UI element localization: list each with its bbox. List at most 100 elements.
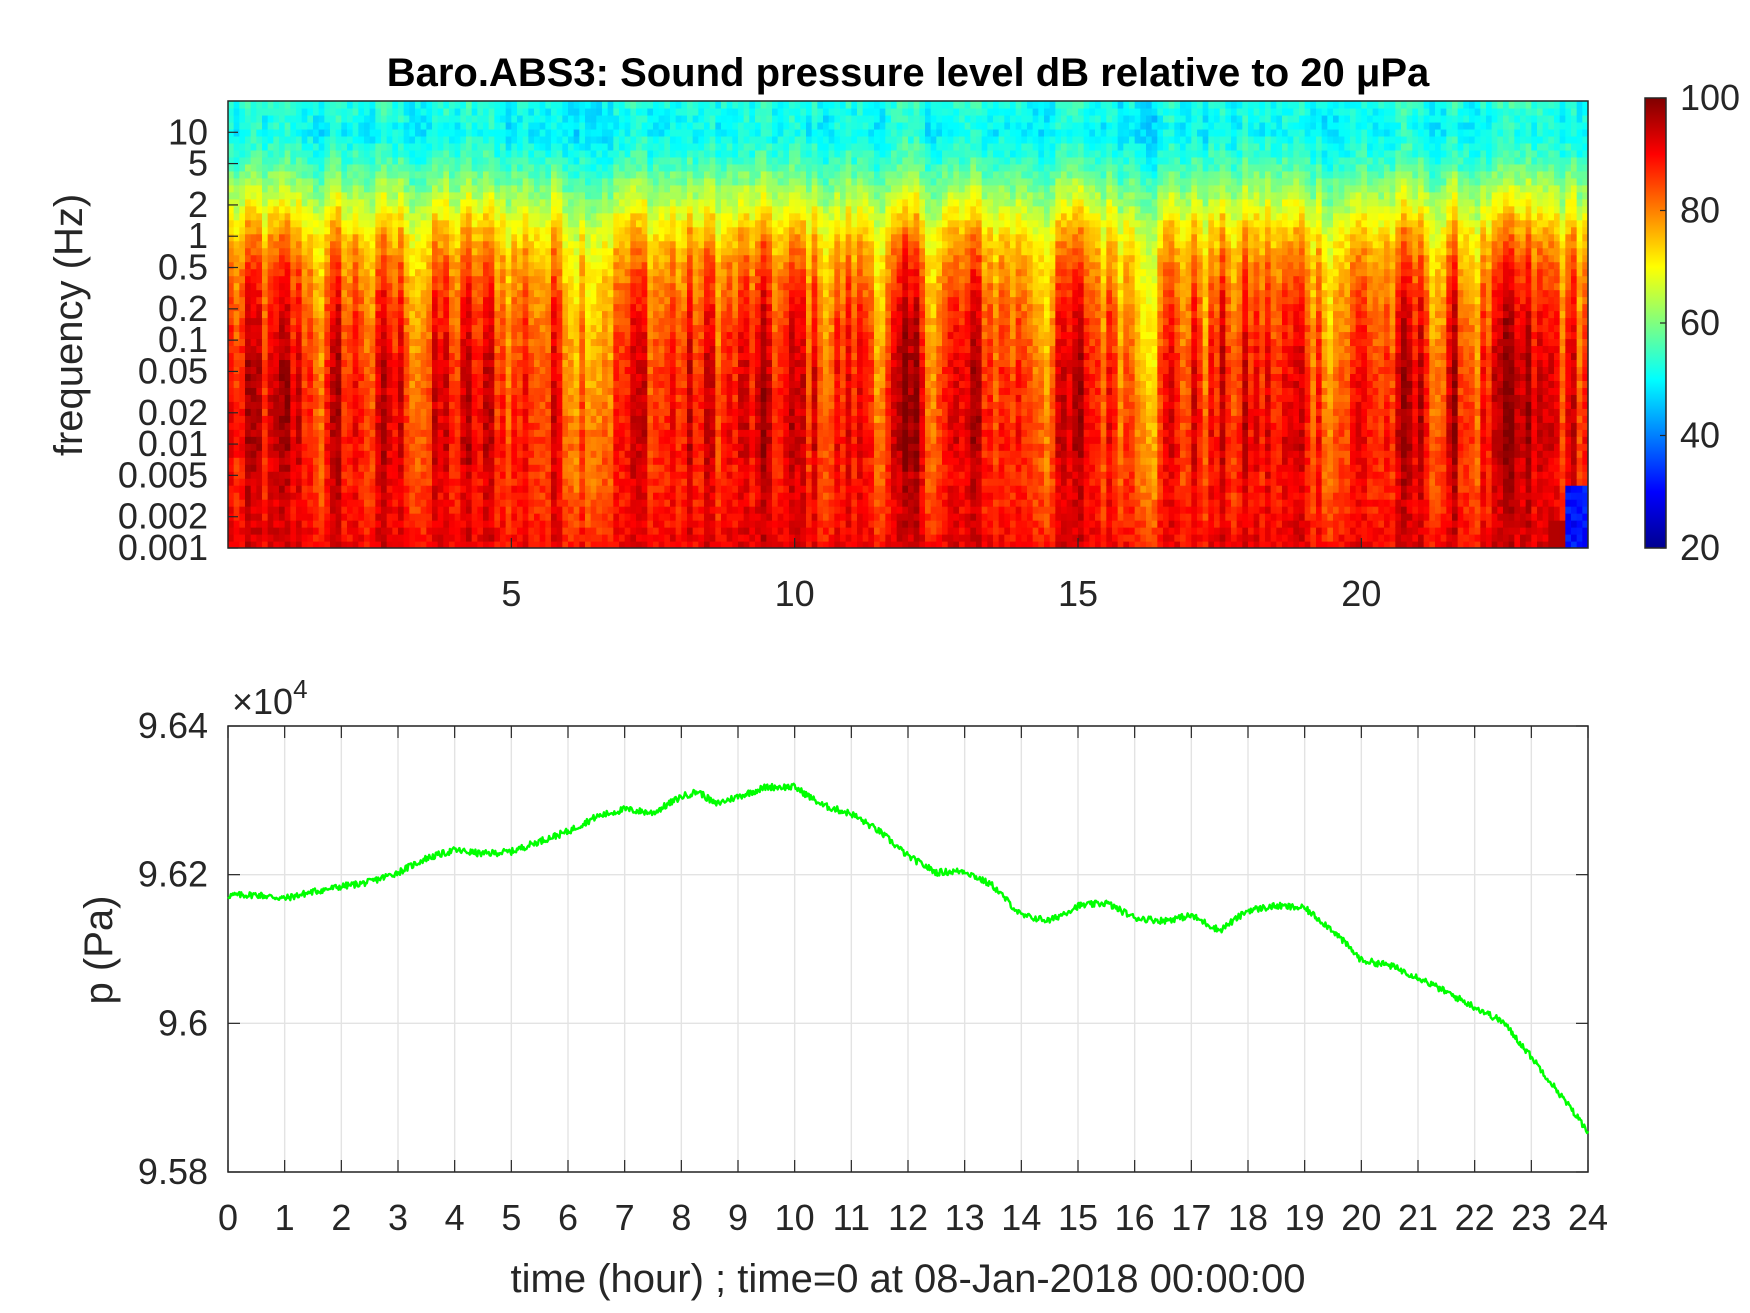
spectrogram-cell	[398, 121, 405, 130]
spectrogram-cell	[239, 520, 246, 528]
spectrogram-cell	[641, 268, 648, 277]
spectrogram-cell	[262, 240, 269, 249]
spectrogram-cell	[420, 205, 427, 214]
spectrogram-cell	[245, 142, 252, 151]
spectrogram-cell	[239, 415, 246, 423]
spectrogram-cell	[375, 527, 382, 535]
spectrogram-cell	[318, 415, 325, 423]
spectrogram-cell	[500, 212, 507, 221]
spectrogram-cell	[358, 247, 365, 256]
spectrogram-cell	[636, 352, 643, 361]
spectrogram-cell	[551, 380, 558, 388]
spectrogram-cell	[330, 226, 337, 235]
spectrogram-cell	[551, 527, 558, 535]
spectrogram-cell	[562, 317, 569, 326]
spectrogram-cell	[573, 310, 580, 319]
spectrogram-cell	[477, 303, 484, 312]
spectrogram-cell	[477, 492, 484, 500]
spectrogram-cell	[545, 121, 552, 130]
spectrogram-cell	[607, 226, 614, 235]
spectrogram-cell	[364, 520, 371, 528]
spectrogram-cell	[228, 303, 235, 312]
spectrogram-cell	[670, 527, 677, 535]
spectrogram-cell	[273, 513, 280, 521]
spectrogram-cell	[607, 457, 614, 465]
spectrogram-cell	[347, 163, 354, 172]
spectrogram-cell	[284, 296, 291, 305]
spectrogram-cell	[613, 394, 620, 402]
spectrogram-cell	[466, 114, 473, 123]
spectrogram-cell	[471, 415, 478, 423]
spectrogram-cell	[279, 450, 286, 458]
spectrogram-cell	[330, 233, 337, 242]
spectrogram-cell	[307, 240, 314, 249]
spectrogram-cell	[290, 275, 297, 284]
spectrogram-cell	[585, 443, 592, 451]
spectrogram-cell	[330, 478, 337, 486]
spectrogram-cell	[335, 492, 342, 500]
spectrogram-cell	[500, 429, 507, 437]
spectrogram-cell	[426, 429, 433, 437]
spectrogram-cell	[301, 422, 308, 430]
spectrogram-cell	[307, 261, 314, 270]
spectrogram-cell	[352, 513, 359, 521]
spectrogram-cell	[296, 408, 303, 416]
spectrogram-cell	[262, 282, 269, 291]
spectrogram-cell	[607, 401, 614, 409]
spectrogram-cell	[386, 373, 393, 381]
spectrogram-cell	[443, 163, 450, 172]
spectrogram-cell	[653, 254, 660, 263]
spectrogram-cell	[471, 499, 478, 507]
spectrogram-cell	[398, 387, 405, 395]
spectrogram-cell	[664, 492, 671, 500]
spectrogram-cell	[500, 506, 507, 514]
spectrogram-cell	[545, 338, 552, 347]
spectrogram-cell	[630, 401, 637, 409]
spectrogram-cell	[494, 366, 501, 374]
spectrogram-cell	[494, 191, 501, 200]
spectrogram-cell	[267, 471, 274, 479]
spectrogram-cell	[443, 352, 450, 361]
spectrogram-cell	[517, 121, 524, 130]
spectrogram-cell	[562, 429, 569, 437]
spectrogram-cell	[562, 373, 569, 381]
spectrogram-cell	[364, 128, 371, 137]
spectrogram-cell	[301, 184, 308, 193]
spectrogram-cell	[641, 114, 648, 123]
spectrogram-cell	[517, 443, 524, 451]
spectrogram-cell	[341, 415, 348, 423]
spectrogram-cell	[386, 324, 393, 333]
spectrogram-cell	[539, 128, 546, 137]
spectrogram-cell	[607, 121, 614, 130]
spectrogram-cell	[369, 520, 376, 528]
spectrogram-cell	[369, 212, 376, 221]
spectrogram-cell	[511, 352, 518, 361]
spectrogram-cell	[256, 436, 263, 444]
spectrogram-cell	[273, 394, 280, 402]
spectrogram-cell	[505, 534, 512, 542]
spectrogram-cell	[562, 135, 569, 144]
spectrogram-cell	[347, 114, 354, 123]
spectrogram-cell	[664, 317, 671, 326]
spectrogram-cell	[392, 324, 399, 333]
spectrogram-cell	[585, 156, 592, 165]
spectrogram-cell	[488, 177, 495, 186]
spectrogram-cell	[415, 471, 422, 479]
spectrogram-cell	[318, 268, 325, 277]
spectrogram-cell	[488, 101, 495, 109]
spectrogram-cell	[579, 436, 586, 444]
spectrogram-cell	[233, 408, 240, 416]
spectrogram-cell	[364, 101, 371, 109]
spectrogram-cell	[488, 499, 495, 507]
spectrogram-cell	[420, 289, 427, 298]
spectrogram-cell	[341, 121, 348, 130]
spectrogram-cell	[415, 212, 422, 221]
spectrogram-cell	[466, 233, 473, 242]
spectrogram-cell	[426, 247, 433, 256]
spectrogram-cell	[505, 121, 512, 130]
spectrogram-cell	[386, 415, 393, 423]
spectrogram-cell	[664, 415, 671, 423]
spectrogram-cell	[528, 373, 535, 381]
spectrogram-cell	[432, 450, 439, 458]
spectrogram-cell	[364, 177, 371, 186]
